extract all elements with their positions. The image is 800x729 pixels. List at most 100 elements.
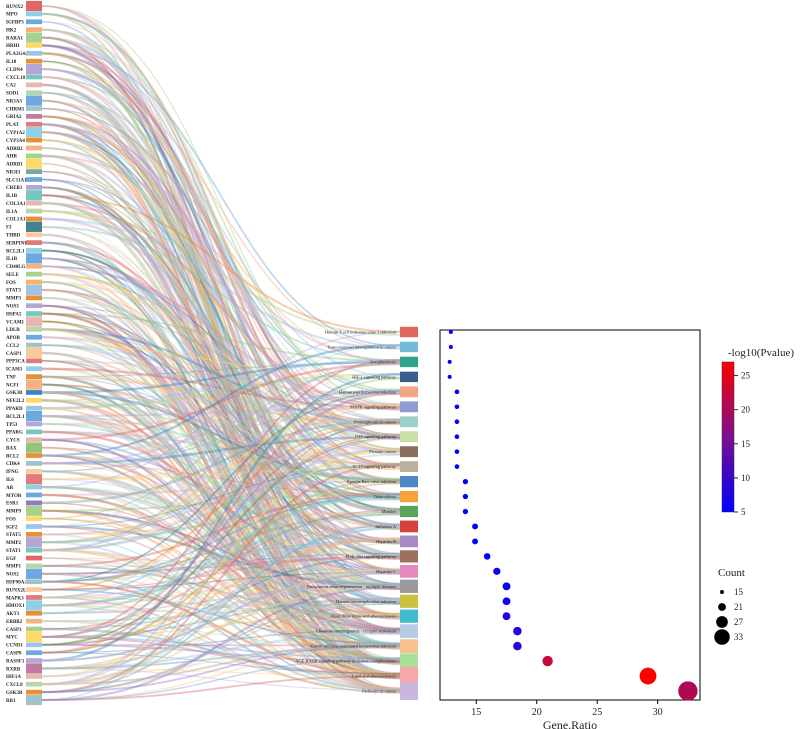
- sankey-link: [41, 131, 401, 588]
- sankey-link: [41, 510, 401, 660]
- sankey-link: [41, 367, 401, 574]
- sankey-link: [41, 210, 401, 408]
- x-axis-title: Gene.Ratio: [543, 718, 597, 729]
- sankey-link: [41, 597, 401, 693]
- sankey-link: [41, 249, 401, 663]
- gene-node: [26, 74, 42, 80]
- gene-node: [26, 127, 42, 138]
- gene-label: SERPINE1: [6, 241, 31, 246]
- gene-label: CYP3A4: [6, 139, 25, 144]
- sankey-link: [41, 209, 401, 482]
- sankey-link: [41, 76, 401, 391]
- size-legend-title: Count: [718, 567, 745, 579]
- pathway-node: [400, 535, 418, 548]
- sankey-link: [41, 320, 401, 633]
- gene-label: HIF1A: [6, 675, 21, 680]
- sankey-link: [41, 289, 401, 630]
- sankey-link: [41, 115, 401, 526]
- sankey-link: [41, 83, 401, 618]
- sankey-link: [41, 375, 401, 426]
- sankey-link: [41, 388, 401, 465]
- gene-node: [26, 221, 42, 232]
- sankey-link: [41, 555, 401, 591]
- sankey-link: [41, 257, 401, 437]
- gene-label: HSPA5: [6, 312, 22, 317]
- gene-node: [26, 658, 42, 663]
- gene-node: [26, 579, 42, 585]
- gene-node: [26, 524, 42, 529]
- sankey-link: [41, 470, 401, 665]
- gene-label: AHR: [6, 155, 18, 160]
- size-legend-label: 33: [734, 632, 744, 642]
- colorbar-gradient: [721, 361, 735, 513]
- sankey-link: [41, 344, 401, 586]
- gene-label: ESR1: [6, 502, 19, 507]
- x-tick-label: 15: [471, 707, 481, 718]
- sankey-link: [41, 52, 401, 440]
- gene-node: [26, 532, 42, 537]
- gene-label: BAX: [6, 446, 17, 451]
- sankey-link: [41, 557, 401, 679]
- sankey-link: [41, 312, 401, 676]
- sankey-link: [41, 36, 401, 437]
- sankey-link: [41, 407, 401, 484]
- sankey-link: [41, 548, 401, 616]
- gene-node: [26, 253, 42, 264]
- sankey-link: [41, 138, 401, 531]
- sankey-link: [41, 557, 401, 631]
- gene-node: [26, 689, 42, 695]
- sankey-link: [41, 21, 401, 410]
- gene-node: [26, 326, 42, 332]
- gene-node: [26, 437, 42, 443]
- gene-label: HK2: [6, 28, 17, 33]
- sankey-link: [41, 470, 401, 604]
- gene-node: [26, 311, 42, 316]
- dot-point: [493, 567, 501, 575]
- sankey-link: [41, 12, 401, 451]
- sankey-link: [41, 434, 401, 646]
- sankey-link: [41, 573, 401, 645]
- gene-node: [26, 0, 42, 12]
- sankey-link: [41, 494, 401, 583]
- sankey-link: [41, 509, 401, 590]
- sankey-link: [41, 5, 401, 500]
- gene-node: [26, 271, 42, 277]
- colorbar: -log10(Pvalue) 5 10 15 20 25: [721, 347, 794, 517]
- sankey-link: [41, 565, 401, 571]
- sankey-link: [41, 464, 401, 536]
- dot-point: [447, 374, 452, 379]
- sankey-link: [41, 83, 401, 693]
- sankey-link: [41, 352, 401, 692]
- sankey-link: [41, 414, 401, 635]
- gene-label: MTOR: [6, 494, 22, 499]
- sankey-link: [41, 304, 401, 690]
- sankey-link: [41, 331, 401, 488]
- gene-label: CXCL10: [6, 76, 26, 81]
- sankey-link: [41, 210, 401, 544]
- sankey-link: [41, 453, 401, 599]
- sankey-link: [41, 305, 401, 407]
- gene-label: IGFBP3: [6, 21, 24, 26]
- sankey-link: [41, 564, 401, 618]
- sankey-link: [41, 312, 401, 621]
- sankey-link: [41, 139, 401, 662]
- sankey-link: [41, 163, 401, 602]
- sankey-link: [41, 257, 401, 650]
- sankey-link: [41, 391, 401, 453]
- sankey-link: [41, 405, 401, 599]
- sankey-link: [41, 463, 401, 543]
- sankey-link: [41, 470, 401, 560]
- pathway-label: MAPK signaling pathway: [350, 404, 397, 409]
- dot-point: [472, 538, 479, 545]
- sankey-link: [41, 328, 401, 675]
- sankey-link: [41, 304, 401, 572]
- sankey-link: [41, 328, 401, 690]
- sankey-link: [41, 60, 401, 590]
- sankey-link: [41, 418, 401, 426]
- gene-label: CA2: [6, 84, 16, 89]
- sankey-link: [41, 225, 401, 362]
- sankey-link: [41, 391, 401, 471]
- gene-label: APOB: [6, 336, 21, 341]
- size-legend-label: 15: [734, 587, 744, 597]
